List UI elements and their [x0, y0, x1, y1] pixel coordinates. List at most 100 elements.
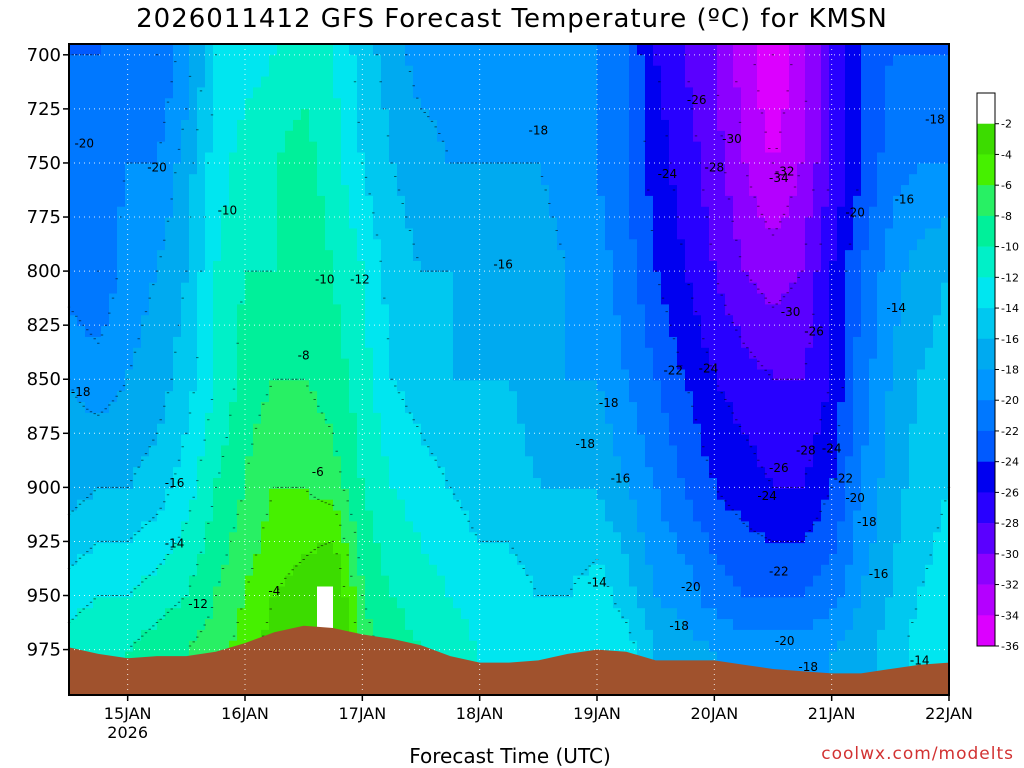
field-cell	[221, 217, 230, 230]
field-cell	[621, 326, 630, 338]
field-cell	[245, 185, 254, 197]
field-cell	[685, 358, 694, 371]
field-cell	[69, 130, 78, 143]
field-cell	[197, 564, 206, 577]
field-cell	[493, 87, 502, 99]
field-cell	[189, 423, 198, 436]
field-cell	[165, 141, 174, 154]
field-cell	[205, 478, 214, 490]
field-cell	[341, 456, 350, 468]
field-cell	[237, 98, 246, 110]
field-cell	[637, 119, 646, 132]
field-cell	[533, 619, 542, 631]
field-cell	[269, 510, 278, 522]
field-cell	[141, 326, 150, 338]
field-cell	[445, 478, 454, 490]
field-cell	[173, 543, 182, 555]
field-cell	[493, 130, 502, 143]
field-cell	[413, 543, 422, 555]
field-cell	[613, 336, 622, 349]
field-cell	[445, 98, 454, 110]
field-cell	[717, 423, 726, 436]
field-cell	[549, 261, 558, 273]
field-cell	[629, 228, 638, 240]
field-cell	[181, 44, 190, 56]
field-cell	[333, 575, 342, 588]
field-cell	[213, 608, 222, 620]
field-cell	[613, 629, 622, 642]
field-cell	[181, 217, 190, 230]
field-cell	[453, 326, 462, 338]
field-cell	[333, 271, 342, 284]
field-cell	[101, 619, 110, 631]
field-cell	[293, 369, 302, 381]
field-cell	[197, 54, 206, 67]
field-cell	[453, 98, 462, 110]
field-cell	[717, 543, 726, 555]
field-cell	[141, 119, 150, 132]
field-cell	[581, 445, 590, 457]
field-cell	[229, 87, 238, 99]
field-cell	[277, 163, 286, 175]
field-cell	[397, 282, 406, 295]
field-cell	[317, 315, 326, 327]
field-cell	[85, 119, 94, 132]
field-cell	[229, 597, 238, 609]
field-cell	[133, 271, 142, 284]
field-cell	[317, 304, 326, 316]
field-cell	[245, 391, 254, 403]
field-cell	[237, 629, 246, 642]
field-cell	[477, 499, 486, 512]
field-cell	[141, 347, 150, 360]
field-cell	[85, 575, 94, 588]
field-cell	[349, 499, 358, 512]
field-cell	[573, 141, 582, 154]
field-cell	[109, 98, 118, 110]
field-cell	[197, 553, 206, 566]
field-cell	[157, 217, 166, 230]
field-cell	[285, 228, 294, 240]
field-cell	[493, 141, 502, 154]
field-cell	[125, 597, 134, 609]
field-cell	[69, 206, 78, 219]
field-cell	[597, 412, 606, 425]
field-cell	[693, 391, 702, 403]
field-cell	[109, 315, 118, 327]
field-cell	[565, 402, 574, 414]
field-cell	[461, 217, 470, 230]
field-cell	[261, 98, 270, 110]
field-cell	[533, 488, 542, 501]
field-cell	[125, 380, 134, 392]
field-cell	[461, 651, 470, 664]
field-cell	[597, 575, 606, 588]
field-cell	[189, 87, 198, 99]
field-cell	[405, 282, 414, 295]
field-cell	[141, 87, 150, 99]
field-cell	[549, 434, 558, 447]
field-cell	[685, 402, 694, 414]
field-cell	[701, 478, 710, 490]
field-cell	[197, 304, 206, 316]
field-cell	[693, 282, 702, 295]
field-cell	[405, 380, 414, 392]
field-cell	[237, 553, 246, 566]
field-cell	[285, 87, 294, 99]
field-cell	[69, 478, 78, 490]
field-cell	[325, 152, 334, 164]
field-cell	[133, 239, 142, 251]
field-cell	[69, 261, 78, 273]
field-cell	[397, 586, 406, 598]
field-cell	[645, 532, 654, 544]
field-cell	[149, 478, 158, 490]
field-cell	[205, 456, 214, 468]
field-cell	[389, 44, 398, 56]
field-cell	[309, 217, 318, 230]
field-cell	[109, 456, 118, 468]
field-cell	[373, 412, 382, 425]
field-cell	[445, 445, 454, 457]
field-cell	[165, 380, 174, 392]
field-cell	[421, 163, 430, 175]
field-cell	[453, 76, 462, 88]
field-cell	[197, 619, 206, 631]
field-cell	[485, 130, 494, 143]
